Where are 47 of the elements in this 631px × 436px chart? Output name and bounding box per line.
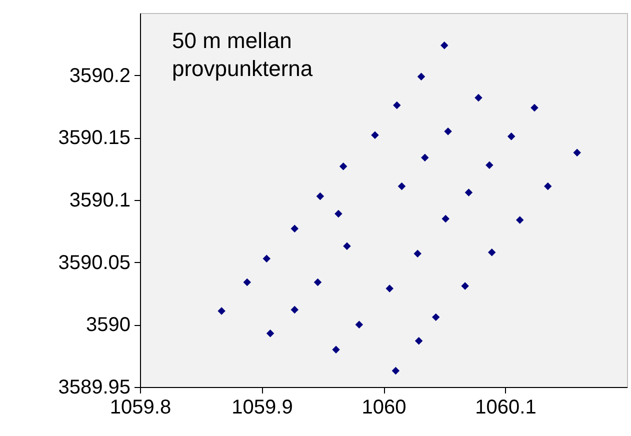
point (243, 278, 252, 286)
point (464, 188, 473, 196)
point (530, 104, 538, 112)
y-tick-label: 3590.15 (58, 127, 130, 150)
point (444, 128, 452, 136)
annotation: 50 m mellan provpunkterna (172, 28, 314, 81)
point (314, 278, 322, 286)
point (262, 254, 270, 262)
point (339, 162, 348, 170)
point (393, 101, 401, 110)
point (440, 42, 448, 50)
y-tick-label: 3590.1 (69, 190, 130, 212)
point (507, 132, 516, 140)
point (516, 216, 524, 224)
point (332, 346, 340, 354)
point (544, 182, 552, 190)
point (371, 131, 379, 140)
point (442, 214, 450, 223)
x-tick-label: 1060.1 (475, 396, 536, 418)
point (218, 307, 226, 315)
y-tick-label: 3590 (86, 314, 130, 336)
point (290, 306, 298, 314)
x-tick-label: 1060 (362, 396, 406, 418)
point (316, 192, 324, 200)
point (573, 148, 581, 156)
point (474, 94, 482, 102)
point (290, 224, 298, 233)
point (417, 72, 426, 80)
y-tick-label: 3590.05 (58, 252, 130, 274)
point (414, 250, 422, 258)
point (486, 161, 494, 169)
point (355, 320, 364, 329)
point (398, 182, 406, 190)
point (414, 337, 423, 345)
point (334, 210, 342, 218)
point (461, 282, 469, 290)
x-tick-label: 1059.9 (232, 396, 293, 418)
x-tick-label: 1059.8 (110, 396, 172, 418)
point (392, 366, 400, 375)
y-tick-label: 3590.2 (69, 64, 130, 87)
y-tick-label: 3589.95 (58, 376, 130, 398)
point (432, 313, 440, 322)
point (386, 284, 394, 292)
point (488, 248, 496, 256)
point (266, 330, 274, 338)
point (343, 242, 351, 250)
point (421, 154, 429, 162)
